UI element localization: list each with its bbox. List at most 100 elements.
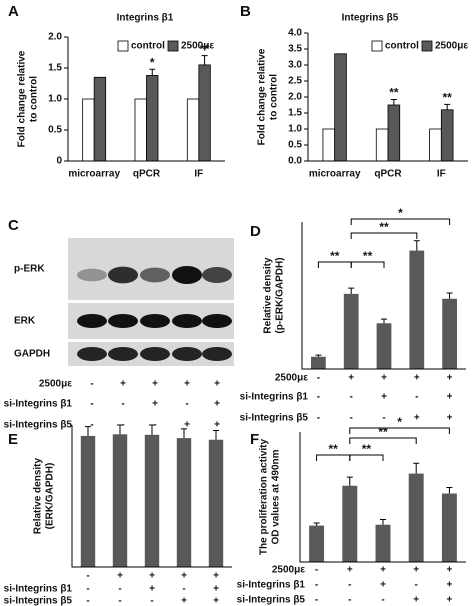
condition-symbol: +	[149, 584, 155, 595]
error-bar	[201, 55, 208, 65]
condition-symbol: +	[152, 379, 158, 390]
condition-symbol: +	[214, 399, 220, 410]
error-bar	[346, 476, 353, 486]
condition-symbol: -	[415, 392, 418, 403]
bar	[112, 434, 128, 567]
condition-symbol: +	[446, 595, 452, 606]
blot-band	[77, 314, 107, 328]
blot-band	[172, 314, 202, 328]
condition-label: 2500με	[39, 379, 72, 390]
bar	[387, 104, 401, 162]
legend-label: control	[385, 41, 419, 52]
error-bar	[85, 426, 91, 436]
condition-symbol: -	[86, 596, 89, 606]
condition-symbol: -	[317, 413, 320, 424]
condition-symbol: +	[380, 580, 386, 591]
significance: **	[200, 42, 210, 56]
condition-symbol: -	[315, 580, 318, 591]
error-bar	[149, 424, 155, 435]
bar	[311, 356, 326, 369]
condition-label: si-Integrins β1	[237, 580, 306, 591]
x-tick-label: microarray	[68, 169, 120, 180]
condition-label: si-Integrins β5	[4, 420, 73, 431]
condition-symbol: +	[381, 392, 387, 403]
blot-band	[202, 267, 232, 283]
significance: **	[389, 86, 399, 100]
bar	[442, 298, 457, 369]
bar	[441, 493, 457, 562]
error-bar	[446, 292, 453, 299]
y-tick-label: 0.5	[48, 125, 62, 136]
error-bar	[446, 486, 453, 494]
error-bar	[413, 240, 420, 251]
condition-symbol: -	[185, 399, 188, 410]
comparison-bracket	[349, 427, 450, 434]
y-tick-label: 4.0	[288, 28, 302, 39]
condition-symbol: +	[213, 596, 219, 606]
legend-swatch	[421, 40, 433, 52]
chart-title: Integrins β1	[117, 13, 174, 24]
y-axis-label: Relative density	[263, 257, 274, 334]
y-tick-label: 3.0	[288, 60, 302, 71]
blot-band	[172, 347, 202, 361]
condition-symbol: +	[447, 373, 453, 384]
significance: **	[330, 249, 340, 263]
blot-band	[77, 268, 107, 282]
x-tick-label: microarray	[309, 169, 361, 180]
condition-symbol: -	[118, 584, 121, 595]
condition-symbol: -	[90, 379, 93, 390]
condition-symbol: +	[447, 392, 453, 403]
legend-label: 2500με	[435, 41, 468, 52]
bar	[322, 128, 336, 162]
y-tick-label: 2.0	[288, 92, 302, 103]
condition-symbol: -	[90, 420, 93, 431]
legend-swatch	[371, 40, 383, 52]
condition-symbol: -	[350, 413, 353, 424]
comparison-bracket	[349, 437, 417, 444]
significance: **	[362, 442, 372, 456]
condition-symbol: -	[317, 392, 320, 403]
bar	[186, 98, 200, 162]
y-axis-label: (p-ERK/GAPDH)	[275, 257, 286, 333]
condition-symbol: -	[315, 595, 318, 606]
condition-symbol: -	[118, 596, 121, 606]
x-tick-label: qPCR	[133, 169, 161, 180]
y-axis-label: (ERK/GAPDH)	[45, 463, 56, 530]
condition-symbol: -	[86, 584, 89, 595]
y-tick-label: 1.0	[288, 124, 302, 135]
blot-band	[108, 266, 138, 284]
condition-label: si-Integrins β1	[240, 392, 309, 403]
bar	[82, 98, 95, 162]
significance: **	[329, 442, 339, 456]
significance: **	[363, 249, 373, 263]
bar	[375, 128, 389, 162]
y-tick-label: 0.5	[288, 140, 302, 151]
significance: **	[378, 425, 388, 439]
condition-symbol: +	[380, 565, 386, 576]
bar	[342, 485, 358, 562]
error-bar	[213, 429, 219, 440]
error-bar	[390, 99, 397, 105]
y-axis-label: Relative density	[33, 457, 44, 534]
blot-band	[172, 266, 202, 284]
condition-symbol: +	[214, 379, 220, 390]
panel-label: A	[8, 3, 19, 20]
comparison-bracket	[350, 261, 385, 268]
condition-label: 2500με	[272, 565, 305, 576]
comparison-bracket	[350, 218, 451, 225]
condition-symbol: -	[315, 565, 318, 576]
blot-band	[108, 347, 138, 361]
axes	[67, 37, 225, 162]
panel-label: E	[8, 431, 18, 448]
condition-label: si-Integrins β5	[237, 595, 306, 606]
condition-symbol: +	[447, 413, 453, 424]
y-axis-label: The proliferation activity	[259, 438, 270, 555]
bar	[146, 75, 159, 162]
y-tick-label: 2.5	[288, 76, 302, 87]
comparison-bracket	[350, 232, 418, 239]
y-tick-label: 0	[56, 156, 62, 167]
condition-symbol: -	[382, 413, 385, 424]
condition-symbol: -	[348, 595, 351, 606]
panel-label: F	[250, 431, 259, 448]
